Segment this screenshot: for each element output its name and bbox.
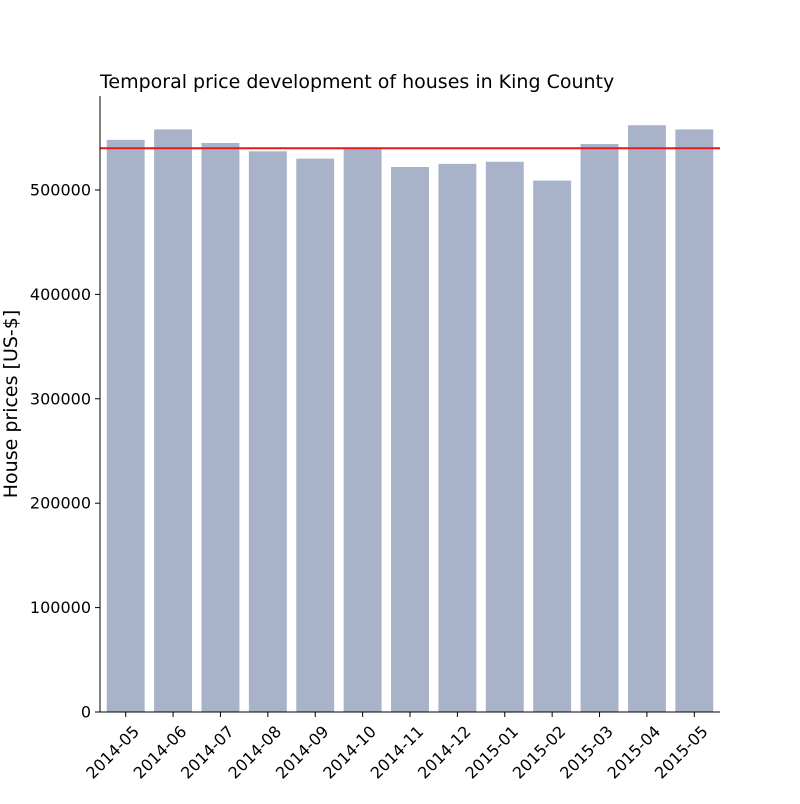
- bar-2014-09: [296, 158, 335, 712]
- bar-2015-02: [533, 180, 572, 712]
- y-tick-label: 200000: [30, 494, 91, 513]
- bar-2014-05: [106, 139, 145, 713]
- bar-2014-07: [201, 142, 240, 713]
- y-tick-label: 0: [81, 703, 91, 722]
- bar-2014-06: [154, 129, 193, 712]
- bar-2014-08: [248, 151, 287, 713]
- y-tick-label: 300000: [30, 389, 91, 408]
- y-tick-label: 100000: [30, 598, 91, 617]
- x-tick-label: 2015-05: [651, 722, 712, 783]
- bar-2014-10: [343, 148, 382, 712]
- bar-2015-05: [675, 129, 714, 712]
- bar-2014-12: [438, 163, 477, 713]
- y-ticks-layer: 0 100000 200000 300000 400000 500000: [30, 180, 100, 722]
- bar-2014-11: [391, 167, 429, 712]
- bar-2015-03: [580, 144, 619, 712]
- chart-title: Temporal price development of houses in …: [99, 71, 614, 93]
- bar-2015-04: [627, 125, 666, 713]
- bar-2015-01: [485, 161, 524, 712]
- y-axis-label: House prices [US-$]: [0, 310, 22, 499]
- y-tick-label: 500000: [30, 180, 91, 199]
- x-ticks-layer: 2014-052014-062014-072014-082014-092014-…: [82, 712, 712, 783]
- y-tick-label: 400000: [30, 285, 91, 304]
- bars-layer: [106, 125, 714, 713]
